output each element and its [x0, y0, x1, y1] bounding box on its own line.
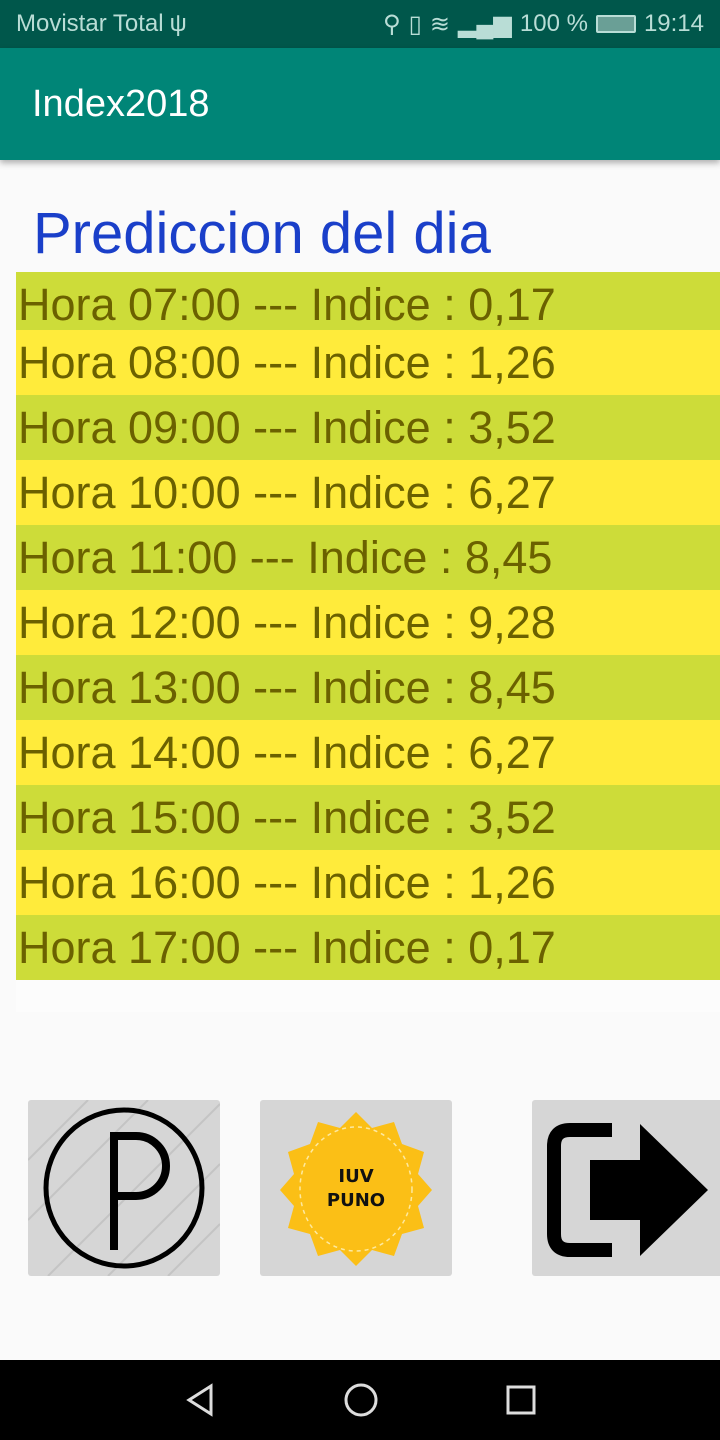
list-item[interactable]: Hora 14:00 --- Indice : 6,27 [16, 720, 720, 785]
logo-text-puno: PUNO [327, 1190, 385, 1211]
list-item-text: Hora 14:00 --- Indice : 6,27 [18, 726, 556, 778]
clock: 19:14 [643, 10, 704, 37]
list-item-text: Hora 07:00 --- Indice : 0,17 [18, 279, 556, 330]
list-item-text: Hora 13:00 --- Indice : 8,45 [18, 661, 556, 713]
list-item-text: Hora 08:00 --- Indice : 1,26 [18, 336, 556, 388]
parking-p-icon [28, 1100, 220, 1276]
list-item-text: Hora 09:00 --- Indice : 3,52 [18, 401, 556, 453]
list-item-text: Hora 17:00 --- Indice : 0,17 [18, 921, 556, 973]
exit-arrow-icon [547, 1123, 708, 1257]
list-item[interactable]: Hora 17:00 --- Indice : 0,17 [16, 915, 720, 980]
list-item-text: Hora 11:00 --- Indice : 8,45 [18, 531, 553, 583]
location-icon: ⚲ [383, 10, 401, 38]
parking-button[interactable] [28, 1100, 220, 1276]
prediction-list: Hora 07:00 --- Indice : 0,17 Hora 08:00 -… [16, 272, 720, 1012]
list-item[interactable]: Hora 09:00 --- Indice : 3,52 [16, 395, 720, 460]
iuv-puno-button[interactable]: IUV PUNO [260, 1100, 452, 1276]
list-item[interactable]: Hora 08:00 --- Indice : 1,26 [16, 330, 720, 395]
list-item-text: Hora 12:00 --- Indice : 9,28 [18, 596, 556, 648]
page-title: Prediccion del dia [33, 201, 491, 266]
list-item[interactable]: Hora 10:00 --- Indice : 6,27 [16, 460, 720, 525]
status-bar: Movistar Total ψ ⚲ ▯ ≋ ▂▄▆ 100 % 19:14 [0, 0, 720, 48]
battery-icon [595, 15, 636, 33]
app-title: Index2018 [32, 82, 210, 125]
list-item[interactable]: Hora 16:00 --- Indice : 1,26 [16, 850, 720, 915]
list-item[interactable]: Hora 07:00 --- Indice : 0,17 [16, 272, 720, 330]
list-item[interactable]: Hora 11:00 --- Indice : 8,45 [16, 525, 720, 590]
wifi-icon: ≋ [429, 10, 450, 38]
exit-button[interactable] [532, 1100, 720, 1276]
carrier-label: Movistar Total [16, 10, 164, 37]
list-item[interactable]: Hora 12:00 --- Indice : 9,28 [16, 590, 720, 655]
signal-icon: ▂▄▆ [457, 10, 512, 38]
logo-text-iuv: IUV [338, 1166, 373, 1187]
list-item[interactable]: Hora 13:00 --- Indice : 8,45 [16, 655, 720, 720]
app-bar: Index2018 [0, 48, 720, 160]
iuv-puno-badge-icon: IUV PUNO [280, 1112, 432, 1266]
battery-percent: 100 % [519, 10, 588, 37]
list-item-text: Hora 15:00 --- Indice : 3,52 [18, 791, 556, 843]
usb-icon: ψ [169, 10, 187, 37]
home-icon[interactable] [343, 1382, 379, 1418]
vibrate-icon: ▯ [408, 10, 422, 38]
back-icon[interactable] [183, 1383, 217, 1417]
list-item-text: Hora 10:00 --- Indice : 6,27 [18, 466, 556, 518]
list-item-text: Hora 16:00 --- Indice : 1,26 [18, 856, 556, 908]
list-item[interactable]: Hora 15:00 --- Indice : 3,52 [16, 785, 720, 850]
recents-icon[interactable] [505, 1384, 537, 1416]
navigation-bar [0, 1360, 720, 1440]
